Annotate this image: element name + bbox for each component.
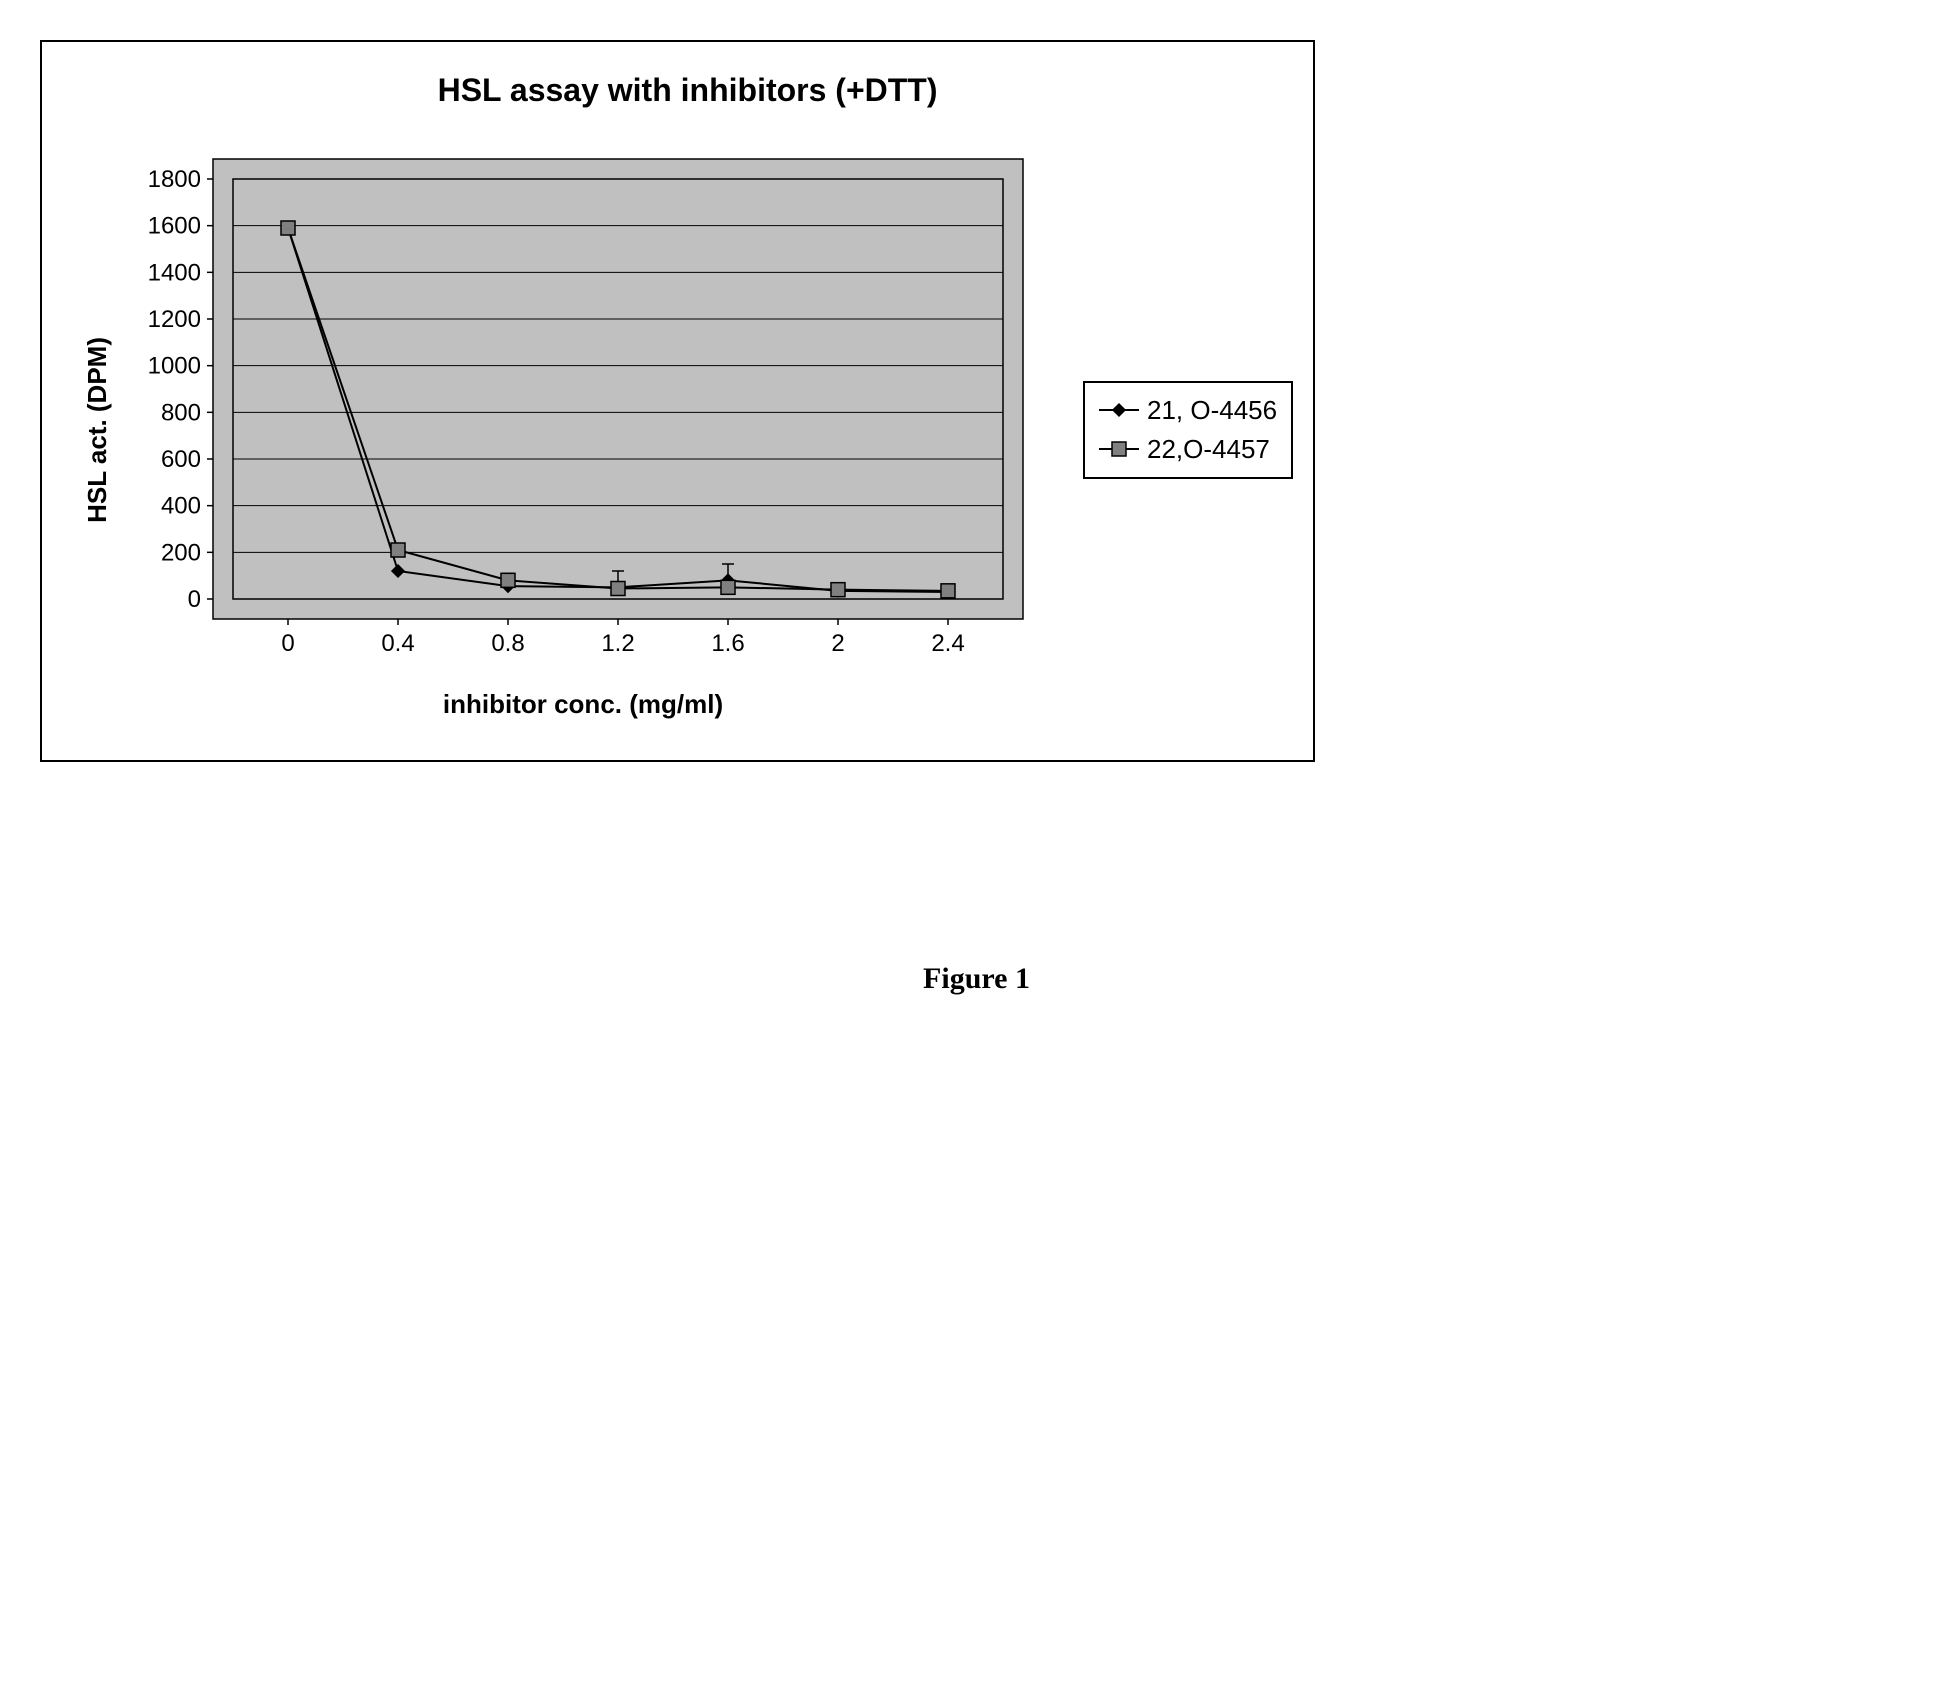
svg-text:800: 800: [161, 399, 201, 426]
svg-text:1.2: 1.2: [601, 630, 634, 657]
svg-text:1.6: 1.6: [711, 630, 744, 657]
figure-caption: Figure 1: [40, 962, 1913, 996]
svg-text:1400: 1400: [148, 259, 201, 286]
svg-text:2.4: 2.4: [931, 630, 964, 657]
legend-line-icon: [1099, 409, 1139, 411]
svg-text:0.8: 0.8: [491, 630, 524, 657]
svg-text:0: 0: [188, 586, 201, 613]
svg-text:400: 400: [161, 493, 201, 520]
svg-text:200: 200: [161, 539, 201, 566]
chart-left: HSL act. (DPM) 0 200 400 600 800 1000 1200 1400…: [82, 139, 1043, 720]
y-axis-label: HSL act. (DPM): [82, 337, 113, 523]
svg-text:0: 0: [281, 630, 294, 657]
chart-frame: HSL assay with inhibitors (+DTT) HSL act…: [40, 40, 1315, 762]
legend-label: 21, O-4456: [1147, 395, 1277, 426]
plot-svg: 0 200 400 600 800 1000 1200 1400 1600 1800 0 0.4 0.8…: [123, 139, 1043, 679]
svg-text:1200: 1200: [148, 306, 201, 333]
plot-wrap: 0 200 400 600 800 1000 1200 1400 1600 1800 0 0.4 0.8…: [123, 139, 1043, 720]
svg-text:1800: 1800: [148, 166, 201, 193]
svg-text:2: 2: [831, 630, 844, 657]
chart-body: HSL act. (DPM) 0 200 400 600 800 1000 1200 1400…: [82, 139, 1293, 720]
legend-line-icon: [1099, 448, 1139, 450]
x-axis-label: inhibitor conc. (mg/ml): [123, 689, 1043, 720]
legend: 21, O-4456 22,O-4457: [1083, 381, 1293, 479]
svg-text:0.4: 0.4: [381, 630, 414, 657]
legend-label: 22,O-4457: [1147, 434, 1270, 465]
chart-title: HSL assay with inhibitors (+DTT): [82, 72, 1293, 109]
svg-text:1600: 1600: [148, 213, 201, 240]
legend-item: 21, O-4456: [1099, 391, 1277, 430]
legend-item: 22,O-4457: [1099, 430, 1277, 469]
svg-text:600: 600: [161, 446, 201, 473]
svg-text:1000: 1000: [148, 353, 201, 380]
